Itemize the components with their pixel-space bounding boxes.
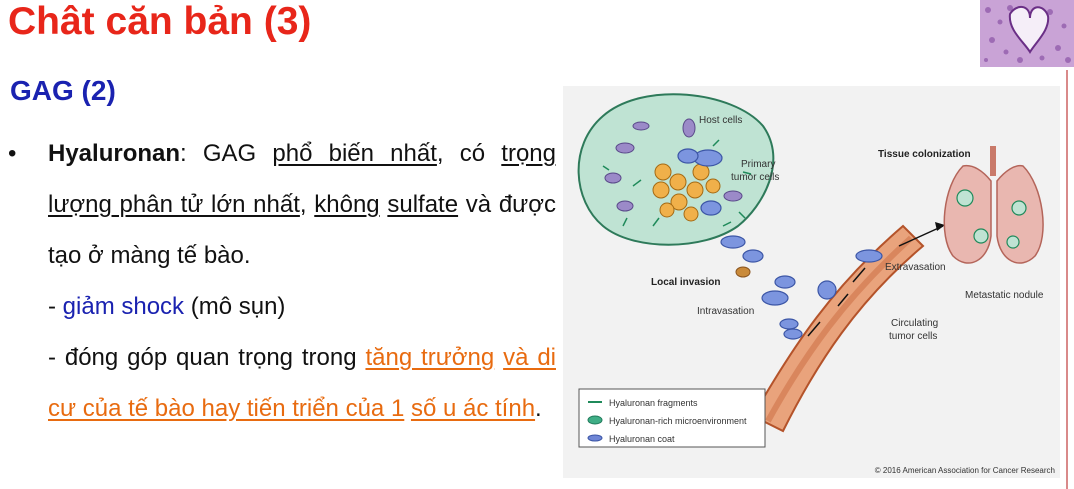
figure-copyright: © 2016 American Association for Cancer R… [875,466,1055,475]
legend-coat-swatch [587,434,603,442]
legend-microenvironment-swatch [587,415,603,425]
label-primary-1: Primary [741,159,775,170]
legend-box [578,388,766,448]
histology-thumbnail [980,0,1074,67]
slide-subtitle: GAG (2) [10,75,116,106]
text-gag: : GAG [180,140,273,167]
term-hyaluronan: Hyaluronan [48,140,181,167]
sub2-prefix: - đóng góp quan trọng trong [48,344,366,371]
text-migration: và di cư của tế bào hay tiến triển của 1 [48,344,556,422]
text-tumors: số u ác tính [410,395,536,422]
label-host-cells: Host cells [699,115,742,126]
label-extravasation: Extravasation [885,262,946,273]
label-tissue-colonization: Tissue colonization [878,149,971,160]
label-circulating-1: Circulating [891,318,938,329]
sub1-dash: - [48,293,63,320]
sub1-rest: (mô sụn) [184,293,286,320]
label-circulating-2: tumor cells [889,331,937,342]
text-comma-co: , có [436,140,486,167]
text-khong: không [314,191,380,218]
hyaluronan-metastasis-figure: Host cells Primary tumor cells Tissue co… [563,86,1060,478]
label-primary-2: tumor cells [731,172,779,183]
text-giam-shock: giảm shock [62,293,185,320]
label-metastatic-nodule: Metastatic nodule [965,290,1044,301]
text-most-common: phổ biến nhất [272,140,437,167]
slide-title: Chât căn bản (3) [8,0,312,43]
legend-microenvironment-label: Hyaluronan-rich microenvironment [609,416,747,426]
right-border-line [1066,70,1068,489]
bullet-dot: • [8,140,17,167]
slide-body: • Hyaluronan: GAG phổ biến nhất, có trọn… [8,128,556,434]
sub-item-shock: - giảm shock (mô sụn) [8,281,556,332]
bullet-hyaluronan: • Hyaluronan: GAG phổ biến nhất, có trọn… [8,128,556,281]
legend-fragments-label: Hyaluronan fragments [609,398,698,408]
text-growth: tăng trưởng [365,344,495,371]
text-rest: và được tạo ở màng tế bào. [48,191,556,269]
text-comma: , [299,191,307,218]
label-local-invasion: Local invasion [651,277,720,288]
sub2-end: . [535,395,542,422]
legend-coat-label: Hyaluronan coat [609,434,675,444]
text-sulfate: sulfate [387,191,459,218]
sub-item-growth: - đóng góp quan trọng trong tăng trưởng … [8,332,556,434]
text-largest-weight: trọng lượng phân tử lớn nhất [48,140,556,218]
label-intravasation: Intravasation [697,306,754,317]
